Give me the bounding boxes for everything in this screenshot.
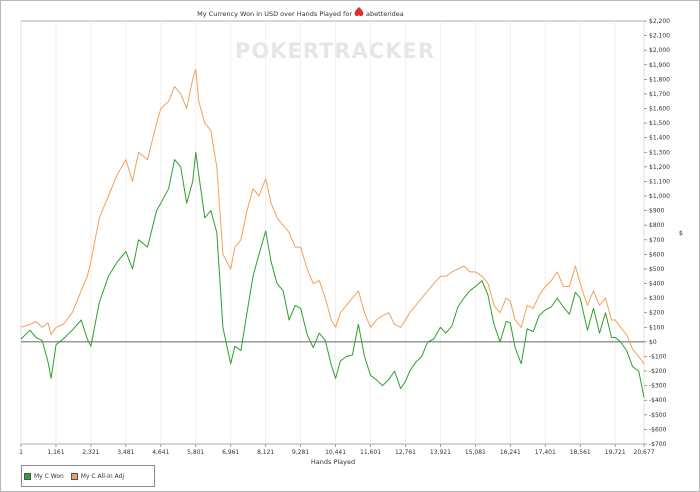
y-tick-label: $300	[649, 295, 664, 302]
y-tick-label: $100	[649, 324, 664, 331]
y-tick-label: $900	[649, 208, 664, 215]
x-tick-label: 10,441	[325, 449, 346, 456]
y-tick-label: -$700	[649, 441, 667, 448]
y-tick-label: $600	[649, 251, 664, 258]
y-tick-label: $1,100	[649, 178, 670, 185]
x-tick-label: 19,721	[605, 449, 626, 456]
x-tick-label: 1	[19, 449, 23, 456]
legend-label-won: My C Won	[34, 472, 64, 480]
y-tick-label: $1,300	[649, 149, 670, 156]
legend-label-allin: My C All-In Adj	[80, 472, 125, 480]
x-tick-label: 4,641	[152, 449, 169, 456]
x-tick-label: 18,561	[570, 449, 591, 456]
y-tick-label: $1,400	[649, 135, 670, 142]
x-tick-label: 17,401	[535, 449, 556, 456]
y-tick-label: $0	[649, 339, 657, 346]
y-tick-label: -$100	[649, 353, 667, 360]
legend-swatch-won	[24, 472, 31, 480]
x-tick-label: 6,961	[222, 449, 239, 456]
x-axis-ticks: 1 1,161 2,321 3,481 4,641 5,801 6,961 8,121 9,28…	[19, 444, 655, 456]
player-icon	[354, 7, 364, 17]
watermark-logo: POKERTRACKER	[235, 39, 435, 63]
plot-area	[20, 20, 645, 445]
series-lines	[20, 68, 645, 398]
x-tick-label: 15,081	[465, 449, 486, 456]
x-tick-label: 1,161	[47, 449, 64, 456]
y-tick-label: -$200	[649, 368, 667, 375]
y-tick-label: $700	[649, 237, 664, 244]
y-tick-label: -$300	[649, 383, 667, 390]
y-tick-label: -$400	[649, 397, 667, 404]
series-line-won	[20, 151, 645, 398]
y-tick-label: $2,100	[649, 33, 670, 40]
x-tick-label: 8,121	[257, 449, 274, 456]
legend: My C Won My C All-In Adj	[21, 465, 155, 487]
y-tick-label: $2,200	[649, 18, 670, 25]
x-axis-label: Hands Played	[311, 458, 355, 466]
y-tick-label: $500	[649, 266, 664, 273]
y-tick-label: $2,000	[649, 47, 670, 54]
x-tick-label: 20,677	[634, 449, 655, 456]
x-tick-label: 11,601	[360, 449, 381, 456]
x-tick-label: 16,241	[500, 449, 521, 456]
legend-swatch-allin	[70, 472, 78, 480]
y-tick-label: $800	[649, 222, 664, 229]
y-tick-label: $1,700	[649, 91, 670, 98]
chart-title: My Currency Won in USD over Hands Played…	[197, 10, 352, 18]
y-axis-ticks: $2,200 $2,100 $2,000 $1,900 $1,800 $1,700 $1,6…	[644, 18, 670, 448]
x-tick-label: 2,321	[82, 449, 99, 456]
y-tick-label: -$600	[649, 426, 667, 433]
y-tick-label: $200	[649, 310, 664, 317]
y-tick-label: -$500	[649, 412, 667, 419]
x-tick-label: 13,921	[430, 449, 451, 456]
y-axis-label: $	[679, 229, 683, 237]
x-tick-label: 5,801	[187, 449, 204, 456]
x-tick-label: 12,761	[395, 449, 416, 456]
x-tick-label: 9,281	[292, 449, 309, 456]
y-tick-label: $1,600	[649, 106, 670, 113]
legend-item-allin: My C All-In Adj	[70, 472, 125, 480]
y-tick-label: $1,500	[649, 120, 670, 127]
grid	[20, 21, 645, 444]
x-tick-label: 3,481	[117, 449, 134, 456]
legend-item-won: My C Won	[24, 472, 64, 480]
y-tick-label: $1,200	[649, 164, 670, 171]
y-tick-label: $400	[649, 281, 664, 288]
y-tick-label: $1,000	[649, 193, 670, 200]
player-name: abetteridea	[366, 10, 404, 18]
y-tick-label: $1,900	[649, 62, 670, 69]
series-line-allin-adj	[20, 68, 645, 365]
y-tick-label: $1,800	[649, 76, 670, 83]
